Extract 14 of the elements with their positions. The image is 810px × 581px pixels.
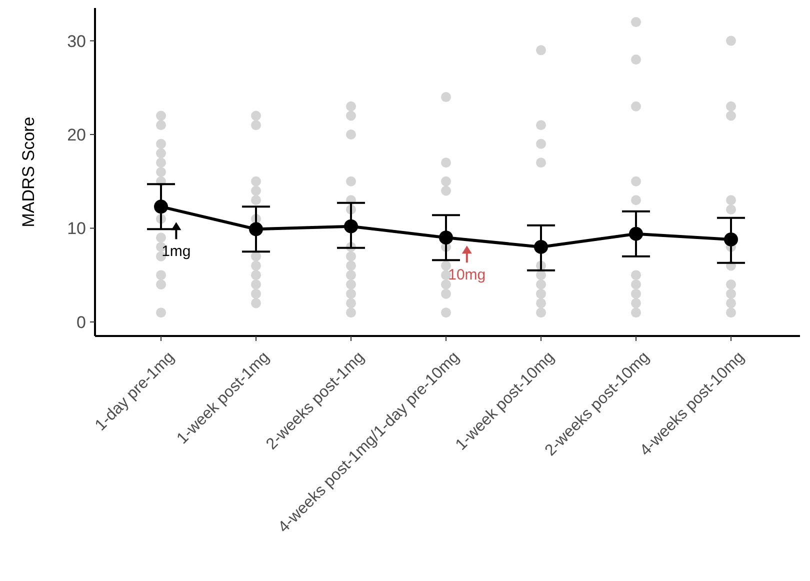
y-tick-label: 10 bbox=[67, 219, 86, 238]
point bbox=[439, 230, 453, 245]
annotation: 1mg bbox=[162, 243, 191, 260]
y-tick-label: 30 bbox=[67, 32, 86, 51]
point bbox=[724, 232, 738, 246]
point bbox=[154, 200, 168, 214]
point bbox=[344, 219, 358, 234]
y-axis-title: MADRS Score bbox=[19, 116, 38, 228]
y-tick-label: 0 bbox=[76, 312, 86, 332]
point bbox=[249, 222, 263, 236]
point bbox=[629, 226, 643, 241]
y-tick-label: 20 bbox=[67, 125, 86, 144]
annotation: 10mg bbox=[448, 266, 486, 284]
point bbox=[534, 240, 548, 254]
